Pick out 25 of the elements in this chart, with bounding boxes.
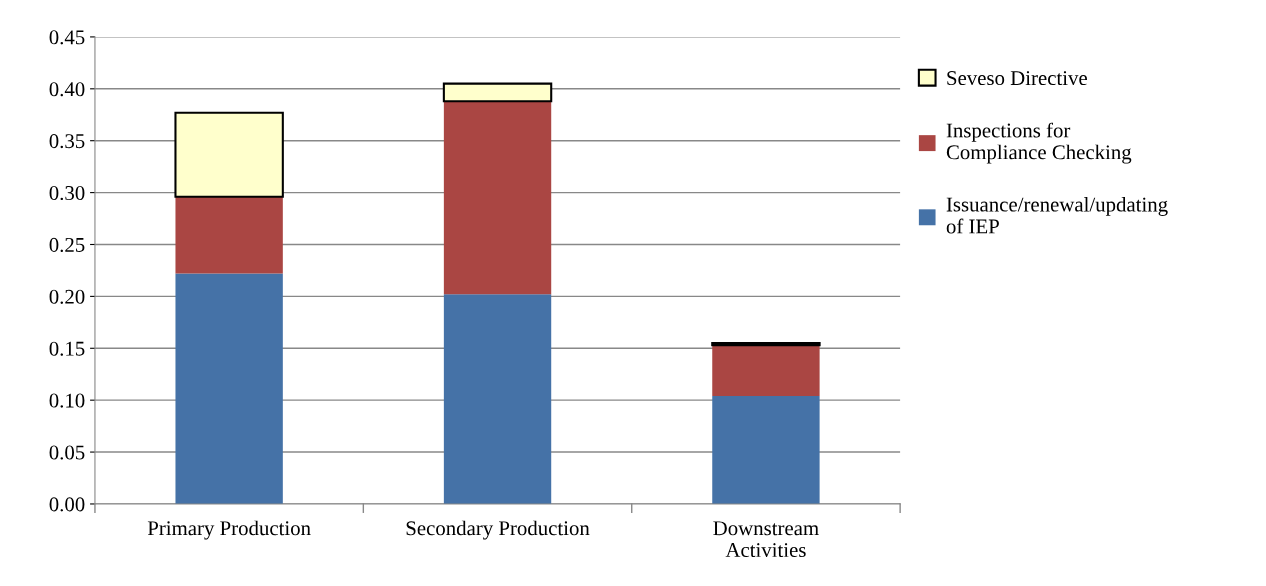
bar [712, 345, 820, 397]
y-tick-label: 0.25 [49, 237, 85, 253]
bar [175, 196, 283, 274]
y-tick-label: 0.15 [49, 341, 85, 356]
bar [711, 342, 821, 347]
legend-label: Inspections for Compliance Checking [946, 122, 1132, 164]
bar [174, 111, 284, 198]
y-tick-label: 0.20 [49, 289, 85, 304]
x-tick-label: Secondary Production [406, 520, 590, 540]
bar [712, 396, 820, 504]
x-tick-label: Downstream Activities [713, 521, 819, 558]
y-tick-label: 0.10 [49, 393, 85, 408]
y-tick-label: 0.30 [49, 185, 85, 201]
bar [443, 294, 552, 504]
legend-label: Issuance/renewal/updating of IEP [946, 196, 1168, 234]
bar [442, 82, 553, 103]
y-tick-label: 0.05 [49, 445, 85, 460]
y-tick-label: 0.00 [49, 497, 85, 512]
legend-label: Seveso Directive [947, 71, 1087, 86]
x-tick-label: Primary Production [147, 520, 311, 540]
bar [175, 273, 283, 504]
y-tick-label: 0.35 [49, 134, 85, 149]
bar [443, 101, 552, 295]
y-tick-label: 0.45 [49, 30, 85, 45]
y-tick-label: 0.40 [49, 82, 85, 97]
